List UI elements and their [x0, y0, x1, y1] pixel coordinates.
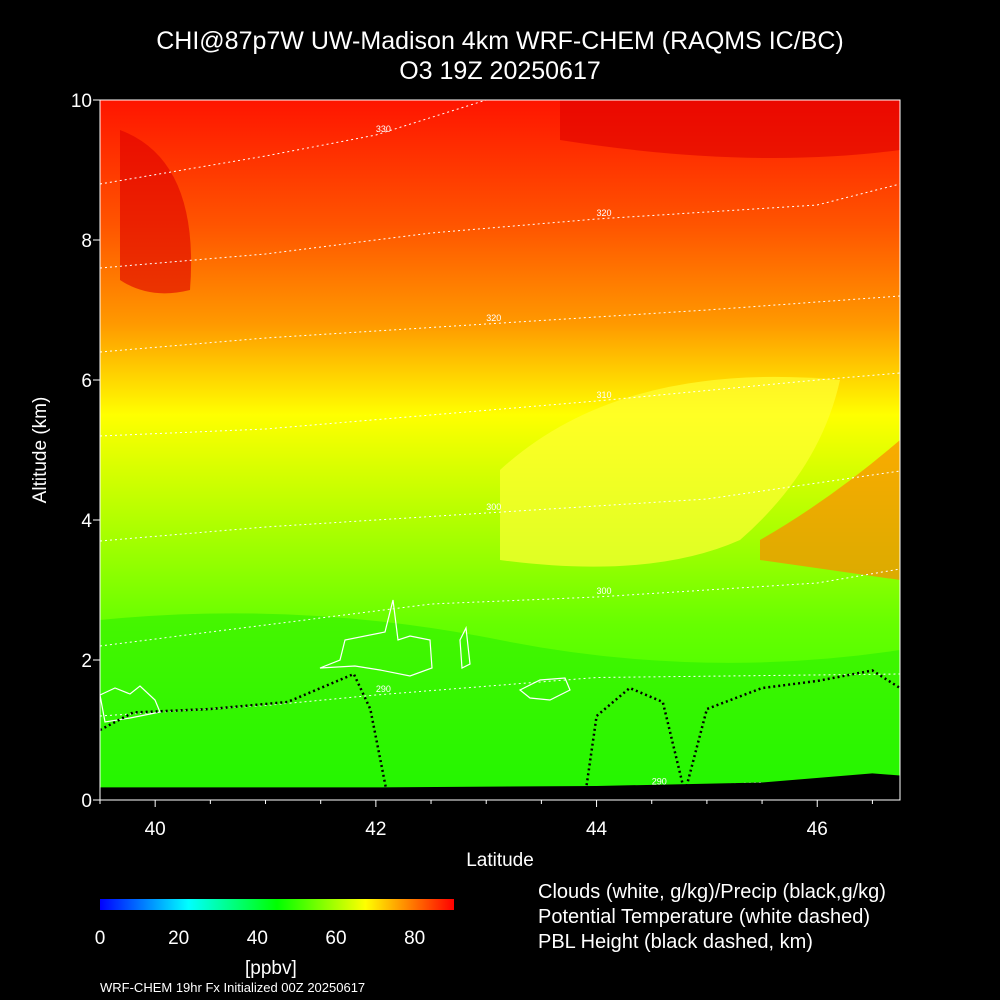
theta-contour — [100, 673, 900, 717]
terrain — [100, 773, 900, 800]
x-tick-label: 40 — [145, 819, 166, 840]
colorbar-tick-label: 60 — [325, 928, 347, 949]
theta-contour — [100, 183, 900, 269]
x-tick-label: 46 — [807, 819, 828, 840]
legend-clouds: Clouds (white, g/kg)/Precip (black,g/kg) — [538, 881, 886, 903]
footer-note: WRF-CHEM 19hr Fx Initialized 00Z 2025061… — [100, 980, 366, 995]
theta-contour-label: 330 — [376, 124, 391, 134]
theta-contour-label: 320 — [486, 313, 501, 323]
colorbar-unit: [ppbv] — [245, 958, 297, 979]
y-tick-label: 6 — [81, 371, 92, 392]
cloud-contour — [459, 625, 471, 669]
x-axis-label: Latitude — [466, 850, 534, 871]
theta-contour-label: 320 — [597, 208, 612, 218]
y-axis-label: Altitude (km) — [30, 397, 51, 504]
y-tick-label: 8 — [81, 231, 92, 252]
y-tick-label: 4 — [81, 511, 92, 532]
colorbar-tick-label: 0 — [94, 928, 106, 949]
y-tick-label: 0 — [81, 791, 92, 812]
low-level-o3-band — [100, 613, 900, 800]
o3-intrusion-north — [760, 440, 900, 580]
cloud-contour — [319, 599, 433, 677]
theta-contour-label: 300 — [486, 502, 501, 512]
theta-contour — [100, 470, 900, 542]
chart-subtitle: O3 19Z 20250617 — [399, 57, 601, 85]
x-tick-label: 44 — [586, 819, 608, 840]
y-tick-label: 2 — [81, 651, 92, 672]
theta-contour-label: 290 — [652, 776, 667, 786]
colorbar — [100, 899, 454, 910]
pbl-height-line — [100, 669, 900, 795]
mid-level-o3-plume — [500, 376, 840, 567]
colorbar-tick-label: 40 — [246, 928, 268, 949]
upper-o3-maximum — [120, 130, 192, 294]
upper-o3-maximum-north — [560, 100, 900, 158]
theta-contour-label: 310 — [597, 390, 612, 400]
chart-title: CHI@87p7W UW-Madison 4km WRF-CHEM (RAQMS… — [156, 27, 844, 55]
legend-pbl: PBL Height (black dashed, km) — [538, 931, 813, 953]
cloud-contour — [100, 685, 161, 723]
theta-contour — [100, 295, 900, 353]
legend-theta: Potential Temperature (white dashed) — [538, 906, 871, 928]
theta-contour-label: 300 — [597, 586, 612, 596]
x-tick-label: 42 — [365, 819, 386, 840]
plot-frame — [99, 99, 901, 801]
y-tick-label: 10 — [71, 91, 92, 112]
colorbar-tick-label: 80 — [404, 928, 426, 949]
theta-contour — [100, 568, 900, 647]
cloud-contour — [518, 677, 571, 701]
theta-contour-label: 290 — [376, 684, 391, 694]
colorbar-tick-label: 20 — [168, 928, 190, 949]
